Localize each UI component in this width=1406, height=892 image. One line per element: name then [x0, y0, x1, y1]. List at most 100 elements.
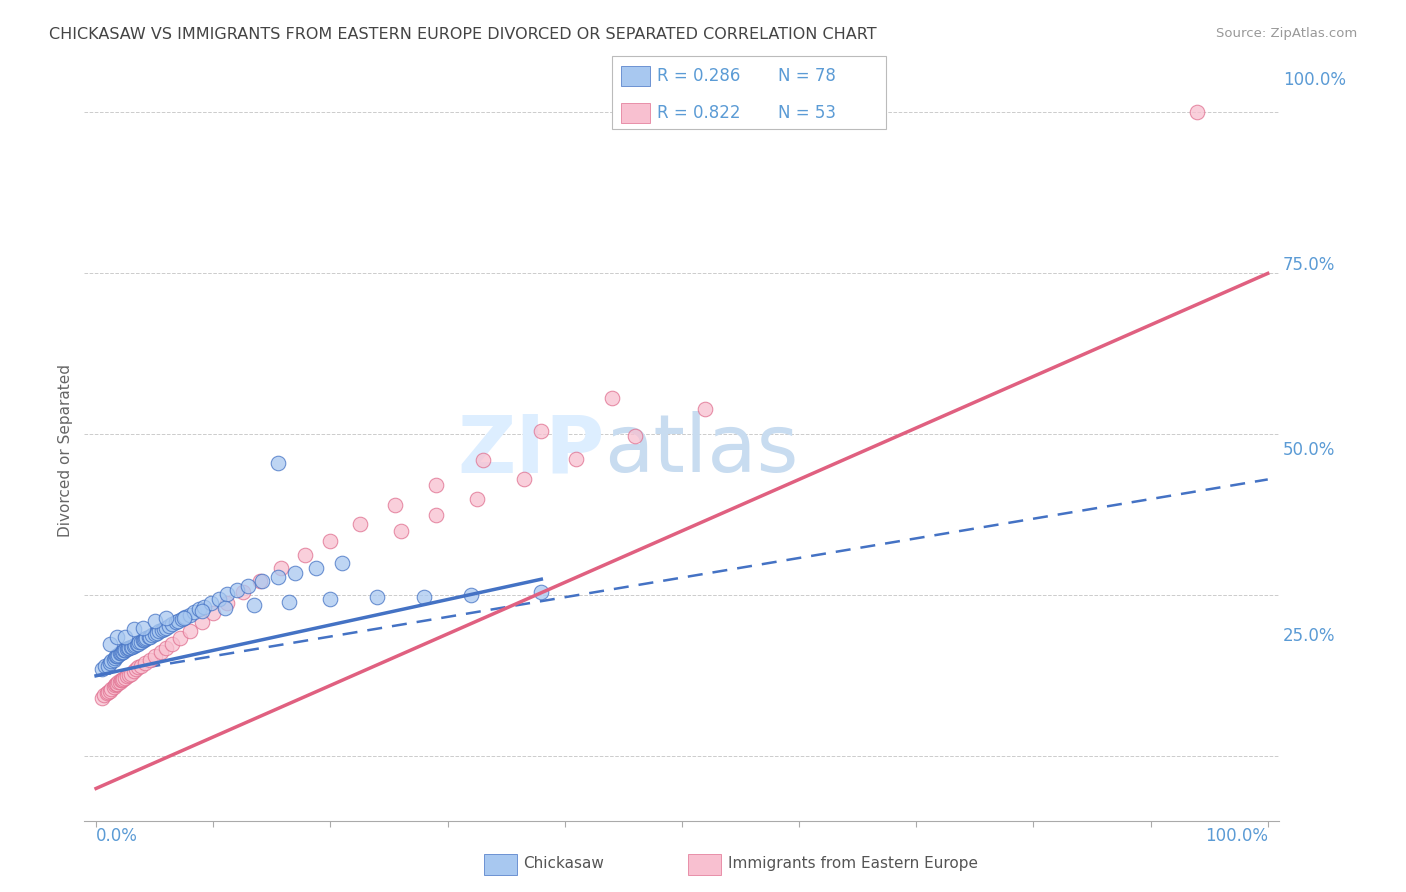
Point — [157, 619, 180, 633]
Point — [278, 595, 301, 609]
Point — [104, 678, 127, 692]
Point — [319, 591, 342, 606]
Point — [155, 641, 177, 656]
Point — [143, 627, 166, 641]
Point — [135, 632, 157, 646]
Point — [124, 638, 146, 652]
Point — [188, 602, 211, 616]
Point — [115, 641, 138, 656]
Point — [122, 665, 145, 679]
Point — [100, 681, 122, 696]
Text: CHICKASAW VS IMMIGRANTS FROM EASTERN EUROPE DIVORCED OR SEPARATED CORRELATION CH: CHICKASAW VS IMMIGRANTS FROM EASTERN EUR… — [49, 27, 877, 42]
Point — [305, 561, 328, 575]
Point — [129, 659, 152, 673]
Point — [465, 491, 488, 506]
Point — [217, 596, 239, 610]
Point — [530, 424, 553, 438]
Text: N = 53: N = 53 — [778, 104, 835, 122]
Point — [115, 669, 138, 683]
Point — [294, 549, 316, 563]
Point — [118, 641, 141, 656]
Point — [200, 596, 222, 610]
Point — [125, 662, 148, 676]
Point — [110, 646, 132, 660]
Point — [90, 662, 114, 676]
Point — [695, 401, 717, 416]
Point — [179, 624, 201, 638]
Point — [190, 615, 212, 630]
Point — [128, 635, 150, 649]
Point — [165, 615, 187, 630]
Text: R = 0.822: R = 0.822 — [657, 104, 740, 122]
Point — [413, 590, 436, 604]
Text: 100.0%: 100.0% — [1284, 71, 1346, 89]
Text: 25.0%: 25.0% — [1284, 626, 1336, 645]
Text: 0.0%: 0.0% — [96, 827, 138, 845]
Point — [425, 508, 447, 522]
Point — [319, 533, 342, 548]
Point — [120, 666, 142, 681]
Point — [270, 561, 292, 575]
Point — [112, 645, 135, 659]
Y-axis label: Divorced or Separated: Divorced or Separated — [58, 364, 73, 537]
Point — [111, 645, 134, 659]
Point — [530, 585, 553, 599]
Text: Source: ZipAtlas.com: Source: ZipAtlas.com — [1216, 27, 1357, 40]
Point — [149, 645, 172, 659]
Point — [121, 640, 143, 654]
Point — [114, 671, 136, 685]
Point — [425, 477, 447, 491]
Point — [93, 688, 115, 702]
Point — [225, 583, 247, 598]
Point — [108, 646, 131, 660]
Point — [267, 456, 290, 470]
Point — [173, 611, 195, 625]
Point — [155, 611, 177, 625]
Point — [134, 656, 156, 670]
Point — [330, 556, 353, 570]
Point — [120, 640, 142, 654]
Point — [146, 625, 169, 640]
Point — [162, 617, 183, 632]
Point — [179, 607, 201, 622]
Point — [252, 574, 274, 589]
Point — [174, 610, 197, 624]
Point — [565, 451, 588, 466]
Point — [143, 614, 166, 628]
Point — [284, 566, 307, 580]
Point — [112, 672, 135, 686]
Point — [132, 633, 156, 648]
Point — [389, 524, 412, 538]
Point — [94, 659, 117, 673]
Point — [110, 673, 132, 688]
Point — [267, 570, 290, 584]
Point — [132, 633, 155, 648]
Point — [100, 654, 122, 668]
Point — [193, 599, 215, 614]
Point — [249, 574, 271, 589]
Point — [103, 653, 125, 667]
Point — [150, 623, 173, 637]
Point — [117, 641, 139, 656]
Text: ZIP: ZIP — [457, 411, 605, 490]
Point — [139, 630, 162, 644]
Point — [104, 651, 127, 665]
Point — [132, 620, 155, 634]
Point — [105, 677, 127, 691]
Point — [143, 649, 166, 664]
Point — [384, 498, 406, 512]
Point — [122, 622, 145, 636]
Point — [349, 517, 371, 532]
Point — [208, 591, 231, 606]
Point — [138, 630, 160, 644]
Point — [471, 453, 494, 467]
Point — [105, 630, 128, 644]
Text: R = 0.286: R = 0.286 — [657, 67, 740, 85]
Point — [169, 631, 191, 645]
Point — [243, 598, 266, 612]
Point — [96, 686, 118, 700]
Point — [148, 624, 170, 639]
Text: 50.0%: 50.0% — [1284, 442, 1336, 459]
Point — [112, 643, 135, 657]
Point — [118, 668, 141, 682]
